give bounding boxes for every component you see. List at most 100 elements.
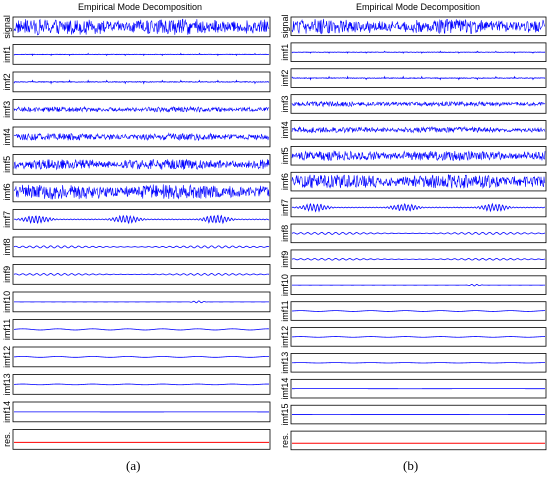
row-frame: [12, 429, 271, 450]
row-label: imf11: [280, 300, 290, 321]
emd-row-res: res.: [2, 429, 271, 450]
emd-row-imf7: imf7: [2, 209, 271, 230]
series-trace: [291, 336, 546, 338]
emd-row-imf1: imf1: [280, 42, 547, 62]
row-label: imf6: [280, 173, 290, 190]
row-label: imf10: [280, 274, 290, 296]
emd-row-imf10: imf10: [2, 291, 271, 313]
series-trace: [13, 245, 270, 249]
row-label: imf14: [2, 401, 12, 423]
emd-row-imf8: imf8: [2, 236, 271, 258]
emd-row-imf2: imf2: [280, 68, 547, 88]
panel-label-b: (b): [403, 458, 419, 473]
emd-row-imf6: imf6: [280, 171, 547, 192]
row-label: signal: [2, 15, 12, 39]
row-label: res.: [2, 432, 12, 447]
row-label: imf3: [280, 95, 290, 112]
series-trace: [291, 125, 546, 134]
series-trace: [13, 273, 270, 276]
series-trace: [291, 75, 546, 81]
series-trace: [13, 328, 270, 331]
emd-row-signal: signal: [2, 15, 271, 39]
series-trace: [13, 300, 269, 304]
emd-row-imf12: imf12: [2, 346, 271, 368]
emd-row-imf10: imf10: [280, 274, 547, 296]
emd-row-imf15: imf15: [280, 404, 547, 426]
panel-label-a: (a): [126, 458, 141, 473]
series-trace: [291, 310, 545, 312]
row-label: imf12: [280, 326, 290, 348]
row-label: imf13: [280, 352, 290, 374]
emd-row-imf9: imf9: [2, 264, 271, 285]
series-trace: [13, 356, 270, 358]
row-label: imf13: [2, 373, 12, 395]
series-trace: [291, 284, 546, 287]
row-label: imf8: [2, 238, 12, 255]
row-label: imf5: [280, 147, 290, 164]
row-label: imf8: [280, 225, 290, 242]
row-label: imf4: [280, 121, 290, 138]
row-label: imf1: [2, 46, 12, 63]
chart-title-b: Empirical Mode Decomposition: [356, 2, 480, 12]
series-trace: [13, 79, 270, 85]
series-trace: [291, 258, 546, 261]
row-label: imf14: [280, 378, 290, 400]
series-trace: [13, 158, 270, 171]
emd-row-imf2: imf2: [2, 71, 271, 93]
emd-row-imf14: imf14: [2, 401, 271, 423]
row-label: imf9: [280, 251, 290, 268]
series-trace: [291, 150, 546, 162]
row-label: imf7: [280, 199, 290, 216]
row-frame: [290, 197, 547, 218]
row-label: signal: [280, 15, 290, 39]
series-trace: [13, 184, 270, 200]
row-label: imf7: [2, 211, 12, 228]
row-label: imf12: [2, 346, 12, 368]
emd-row-imf14: imf14: [280, 378, 547, 400]
series-trace: [291, 50, 546, 54]
chart-title-a: Empirical Mode Decomposition: [78, 2, 202, 12]
series-trace: [13, 18, 270, 36]
emd-row-imf13: imf13: [2, 373, 271, 395]
row-frame: [12, 319, 271, 340]
row-label: imf6: [2, 183, 12, 200]
emd-row-imf3: imf3: [2, 99, 271, 120]
emd-row-imf5: imf5: [2, 154, 271, 175]
series-trace: [13, 132, 270, 142]
emd-row-imf1: imf1: [2, 44, 271, 65]
row-frame: [290, 430, 547, 451]
row-label: imf4: [2, 128, 12, 145]
series-trace: [13, 383, 270, 386]
row-label: imf5: [2, 156, 12, 173]
emd-row-signal: signal: [280, 15, 547, 39]
emd-row-imf13: imf13: [280, 352, 547, 374]
row-frame: [12, 99, 271, 120]
emd-row-imf6: imf6: [2, 181, 271, 203]
emd-row-imf12: imf12: [280, 326, 547, 348]
emd-row-imf4: imf4: [280, 120, 547, 140]
series-trace: [13, 105, 270, 113]
row-label: res.: [280, 433, 290, 448]
row-label: imf10: [2, 291, 12, 313]
series-trace: [13, 52, 270, 57]
emd-row-imf11: imf11: [2, 319, 271, 340]
row-label: imf1: [280, 44, 290, 61]
emd-row-imf7: imf7: [280, 197, 547, 218]
emd-row-imf5: imf5: [280, 146, 547, 166]
series-trace: [291, 174, 546, 189]
row-label: imf3: [2, 101, 12, 118]
emd-row-res: res.: [280, 430, 547, 451]
series-trace: [291, 202, 546, 213]
emd-row-imf9: imf9: [280, 249, 547, 269]
series-trace: [291, 231, 546, 235]
row-label: imf2: [2, 73, 12, 90]
emd-row-imf4: imf4: [2, 126, 271, 148]
emd-row-imf11: imf11: [280, 300, 547, 322]
emd-row-imf3: imf3: [280, 94, 547, 114]
row-label: imf2: [280, 70, 290, 87]
row-label: imf9: [2, 266, 12, 283]
row-label: imf11: [2, 319, 12, 340]
series-trace: [291, 100, 546, 108]
series-trace: [13, 214, 270, 225]
